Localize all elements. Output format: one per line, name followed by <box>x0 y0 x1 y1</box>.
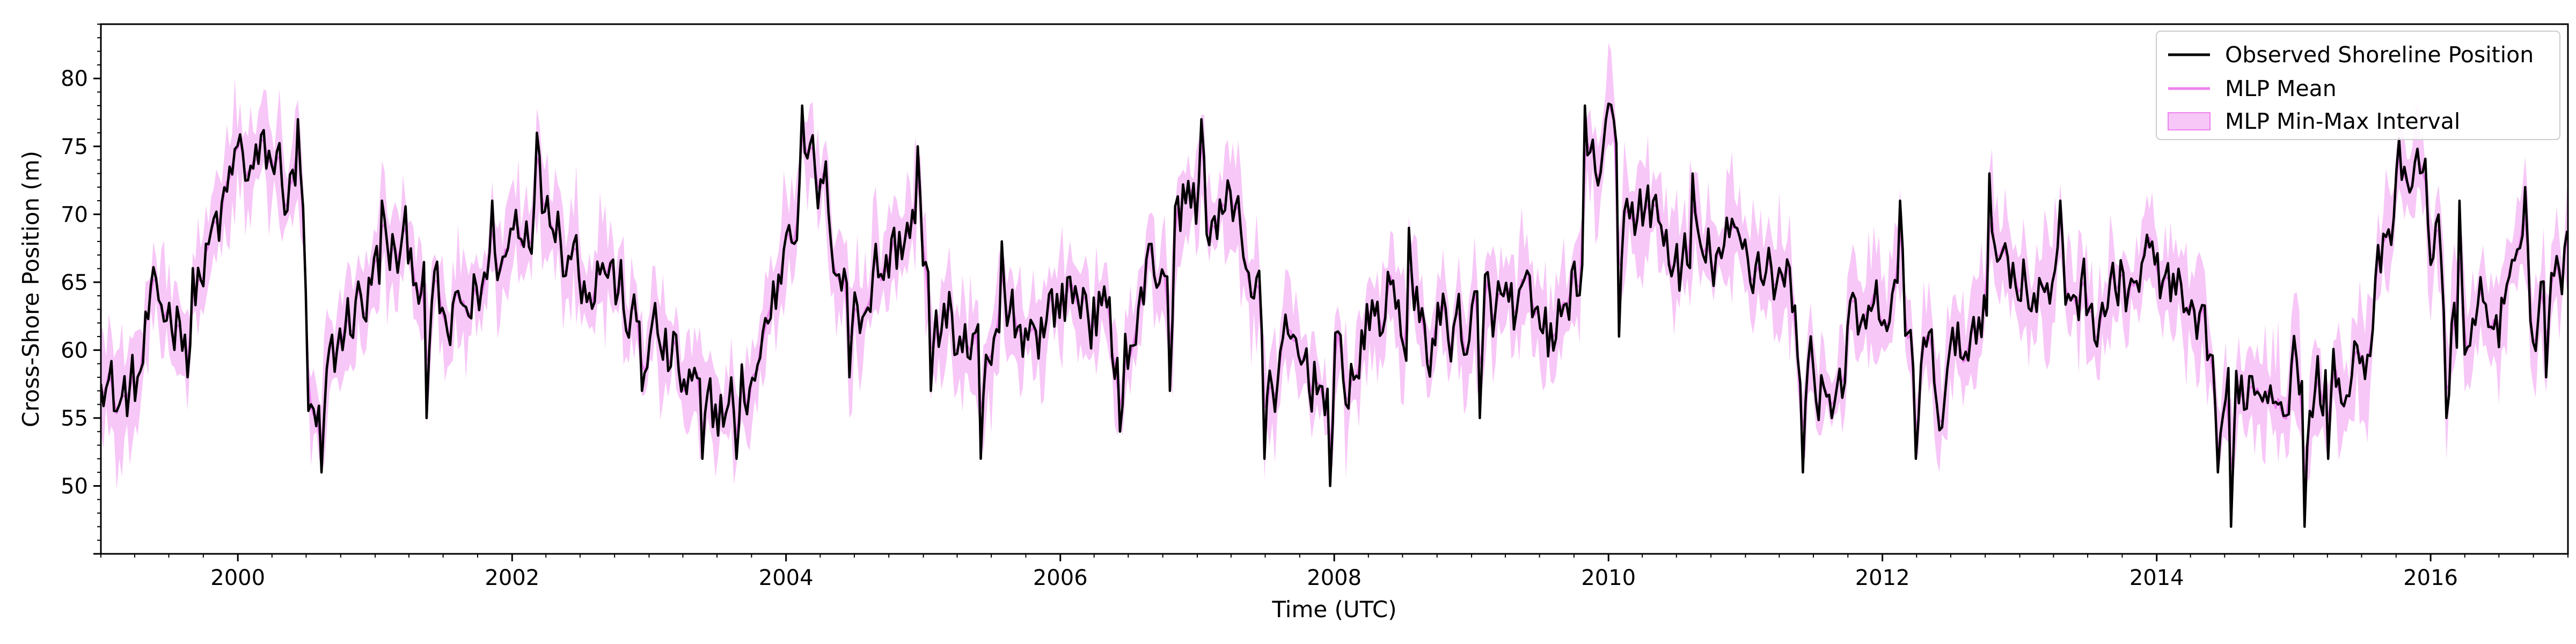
y-tick-label: 75 <box>61 135 88 159</box>
x-tick-label: 2002 <box>485 566 539 590</box>
y-axis: 50 55 60 65 70 75 80 <box>61 24 101 555</box>
interval-band <box>101 42 2567 526</box>
x-axis: 2000 2002 2004 2006 2008 2010 2012 2014 2016 <box>100 554 2568 590</box>
x-tick-label: 2016 <box>2403 566 2458 590</box>
observed-line-layer <box>101 102 2568 528</box>
y-tick-label: 80 <box>61 67 88 91</box>
legend-mean-label: MLP Mean <box>2225 76 2337 101</box>
y-tick-label: 65 <box>61 270 88 295</box>
observed-line <box>101 102 2568 528</box>
legend-interval-label: MLP Min-Max Interval <box>2225 108 2460 134</box>
y-axis-label: Cross-Shore Position (m) <box>18 151 44 427</box>
x-tick-label: 2008 <box>1307 566 1362 590</box>
x-tick-label: 2000 <box>210 566 265 590</box>
x-tick-label: 2004 <box>759 566 814 590</box>
legend-observed-label: Observed Shoreline Position <box>2225 42 2534 68</box>
interval-band-layer <box>101 42 2567 526</box>
legend-interval-swatch <box>2168 112 2211 130</box>
x-tick-label: 2012 <box>1855 566 1910 590</box>
x-tick-label: 2006 <box>1033 566 1088 590</box>
y-tick-label: 60 <box>61 338 88 363</box>
y-tick-label: 55 <box>61 406 88 431</box>
legend-box <box>2156 31 2560 140</box>
x-tick-label: 2010 <box>1581 566 1636 590</box>
x-axis-label: Time (UTC) <box>1271 596 1396 623</box>
x-tick-label: 2014 <box>2129 566 2184 590</box>
legend: Observed Shoreline Position MLP Mean MLP… <box>2156 31 2560 140</box>
y-tick-label: 70 <box>61 202 88 227</box>
plot-area <box>101 42 2568 528</box>
y-tick-label: 50 <box>61 474 88 499</box>
